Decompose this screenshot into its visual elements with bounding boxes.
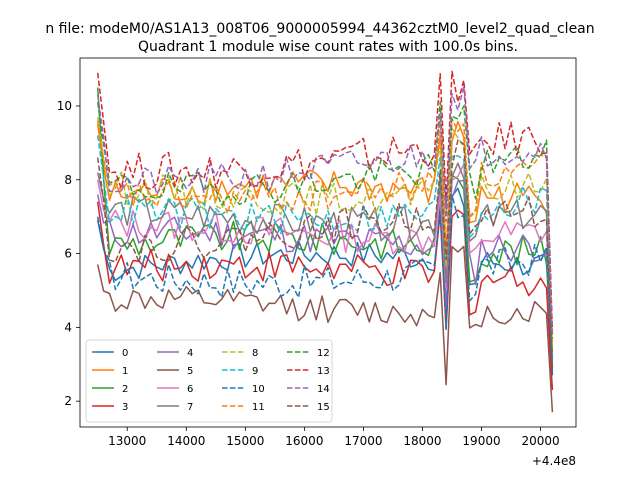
series-line-14 bbox=[96, 85, 554, 335]
x-tick-label: 14000 bbox=[167, 434, 205, 448]
chart-title: Quadrant 1 module wise count rates with … bbox=[138, 39, 518, 55]
series-line-15 bbox=[96, 139, 554, 369]
suptitle: n file: modeM0/AS1A13_008T06_9000005994_… bbox=[45, 21, 594, 37]
y-tick-label: 6 bbox=[64, 247, 72, 261]
y-tick-label: 10 bbox=[57, 99, 72, 113]
series-line-9 bbox=[96, 135, 554, 357]
x-axis: 13000 14000 15000 16000 17000 18000 19000 20000 bbox=[108, 427, 560, 448]
y-tick-label: 2 bbox=[64, 394, 72, 408]
series-line-10 bbox=[96, 194, 554, 372]
x-tick-label: 18000 bbox=[403, 434, 441, 448]
series-line-6 bbox=[96, 163, 554, 361]
x-tick-label: 19000 bbox=[462, 434, 500, 448]
series-line-1 bbox=[96, 120, 554, 357]
legend-label-10: 10 bbox=[252, 384, 265, 395]
legend-label-11: 11 bbox=[252, 402, 265, 413]
y-tick-label: 4 bbox=[64, 320, 72, 334]
legend-label-5: 5 bbox=[187, 366, 193, 377]
x-tick-label: 15000 bbox=[226, 434, 264, 448]
x-tick-label: 13000 bbox=[108, 434, 146, 448]
legend-label-4: 4 bbox=[187, 348, 193, 359]
legend-label-13: 13 bbox=[317, 366, 330, 377]
legend-label-6: 6 bbox=[187, 384, 193, 395]
legend-label-12: 12 bbox=[317, 348, 330, 359]
y-tick-label: 8 bbox=[64, 173, 72, 187]
legend-label-3: 3 bbox=[122, 402, 128, 413]
series-layer bbox=[96, 70, 554, 413]
legend-label-14: 14 bbox=[317, 384, 330, 395]
series-line-4 bbox=[96, 177, 554, 369]
series-line-7 bbox=[96, 162, 554, 354]
x-tick-label: 16000 bbox=[285, 434, 323, 448]
y-axis: 2 4 6 8 10 bbox=[57, 99, 80, 408]
plot-frame bbox=[79, 57, 577, 428]
legend-label-9: 9 bbox=[252, 366, 258, 377]
x-tick-label: 20000 bbox=[521, 434, 559, 448]
series-line-3 bbox=[96, 201, 554, 391]
x-tick-label: 17000 bbox=[344, 434, 382, 448]
legend-label-8: 8 bbox=[252, 348, 258, 359]
x-offset-label: +4.4e8 bbox=[532, 454, 576, 468]
series-line-12 bbox=[96, 101, 554, 339]
series-line-11 bbox=[96, 117, 554, 346]
legend-box bbox=[85, 339, 333, 423]
legend-label-2: 2 bbox=[122, 384, 128, 395]
legend-label-1: 1 bbox=[122, 366, 128, 377]
legend-label-0: 0 bbox=[122, 348, 128, 359]
series-line-13 bbox=[96, 70, 554, 332]
series-line-5 bbox=[96, 245, 554, 413]
legend-label-15: 15 bbox=[317, 402, 330, 413]
legend-label-7: 7 bbox=[187, 402, 193, 413]
